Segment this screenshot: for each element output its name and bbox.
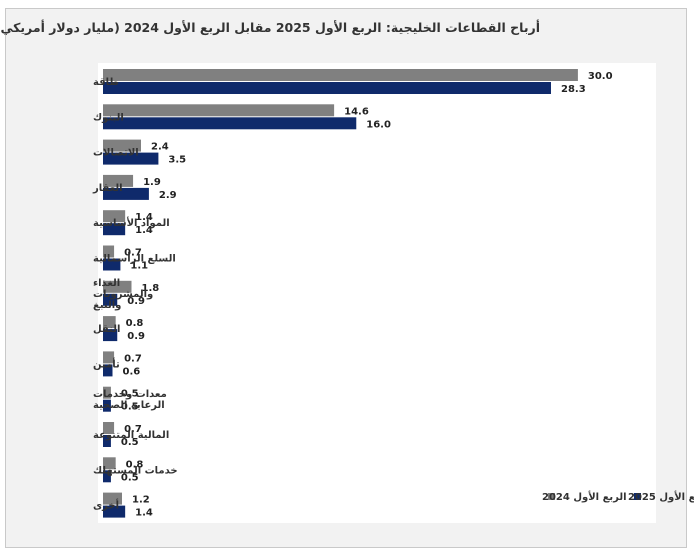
category-label: السلع الرأسمالية [93, 252, 176, 265]
value-label: 3.5 [168, 155, 186, 166]
value-label: 1.4 [135, 212, 153, 223]
bar-q1-2025-5 [103, 258, 121, 271]
value-label: 28.3 [561, 84, 586, 95]
category-label: البنوك [93, 112, 124, 123]
value-label: 0.7 [124, 424, 142, 435]
category-label: تأمين [93, 357, 120, 370]
value-label: 0.8 [126, 459, 144, 470]
value-label: 1.1 [130, 261, 148, 272]
bar-q1-2025-8 [103, 364, 113, 377]
category-label: العقار [92, 183, 123, 194]
value-label: 0.6 [122, 366, 140, 377]
bar-q1-2024-4 [103, 210, 126, 223]
bar-q1-2025-9 [103, 399, 111, 412]
category-label: أخرى [93, 499, 119, 512]
value-label: 0.5 [121, 389, 139, 400]
value-label: 2.9 [159, 190, 177, 201]
bar-q1-2025-12 [103, 505, 126, 518]
value-label: 2.4 [151, 142, 169, 153]
bar-q1-2025-3 [103, 187, 149, 200]
bar-q1-2025-4 [103, 223, 126, 236]
category-labels-group: طاقة البنوك الاتصالات العقار المواد الأساسية… [92, 77, 178, 512]
bar-q1-2024-7 [103, 316, 116, 329]
bars-group: 30.028.3 14.6 16.0 2.4 3.5 1.9 2.9 1.4 1.4 0.7 1.1… [103, 69, 613, 519]
value-label: 0.5 [121, 472, 139, 483]
value-label: 0.9 [127, 296, 145, 307]
value-label: 1.4 [135, 225, 153, 236]
value-label: 1.4 [135, 508, 153, 519]
value-label: 1.2 [132, 495, 150, 506]
value-label: 0.7 [124, 248, 142, 259]
plot-area [98, 63, 656, 523]
value-label: 16.0 [366, 119, 391, 130]
bar-q1-2024-5 [103, 245, 115, 258]
value-label: 14.6 [344, 106, 369, 117]
legend-label: الربع الأول 2025 [628, 490, 694, 503]
category-label: النقل [93, 324, 120, 335]
category-label: طاقة [93, 77, 119, 88]
bar-q1-2024-10 [103, 422, 115, 434]
bar-q1-2025-6 [103, 293, 118, 306]
bar-q1-2025-7 [103, 329, 118, 342]
bar-q1-2024-1 [103, 104, 335, 117]
bar-q1-2024-0 [103, 69, 578, 81]
bar-q1-2024-11 [103, 457, 116, 470]
value-label: 0.7 [124, 353, 142, 364]
category-label: المواد الأساسية [93, 216, 170, 229]
bar-q1-2024-3 [103, 174, 134, 187]
bar-q1-2025-1 [103, 117, 357, 130]
value-label: 0.5 [121, 437, 139, 448]
bar-q1-2025-11 [103, 470, 111, 483]
chart-title: أرباح القطاعات الخليجية: الربع الأول 202… [0, 20, 540, 35]
value-label: 30.0 [588, 71, 613, 82]
bar-q1-2025-0 [103, 82, 551, 94]
value-label: 1.9 [143, 177, 161, 188]
bar-q1-2024-9 [103, 386, 111, 399]
value-label: 0.9 [127, 331, 145, 342]
legend-swatch [548, 493, 555, 500]
value-label: 1.8 [141, 283, 159, 294]
category-label: معدات وخدمات الرعاية الصحية [93, 389, 167, 411]
bar-q1-2024-8 [103, 351, 115, 364]
category-label: خدمات المستهلك [93, 465, 178, 476]
bar-q1-2024-12 [103, 492, 122, 505]
bar-q1-2024-2 [103, 139, 141, 152]
value-label: 0.5 [121, 402, 139, 413]
bar-q1-2025-10 [103, 435, 111, 447]
legend-label: الربع الأول 2024 [542, 490, 627, 503]
category-label: المالية المتنوعة [93, 430, 169, 441]
legend-swatch [634, 493, 641, 500]
bar-q1-2024-6 [103, 280, 132, 293]
category-label: الغذاء والمشروبات والتبغ [93, 278, 153, 311]
bar-q1-2025-2 [103, 152, 159, 165]
value-label: 0.8 [126, 318, 144, 329]
category-label: الاتصالات [93, 148, 139, 159]
